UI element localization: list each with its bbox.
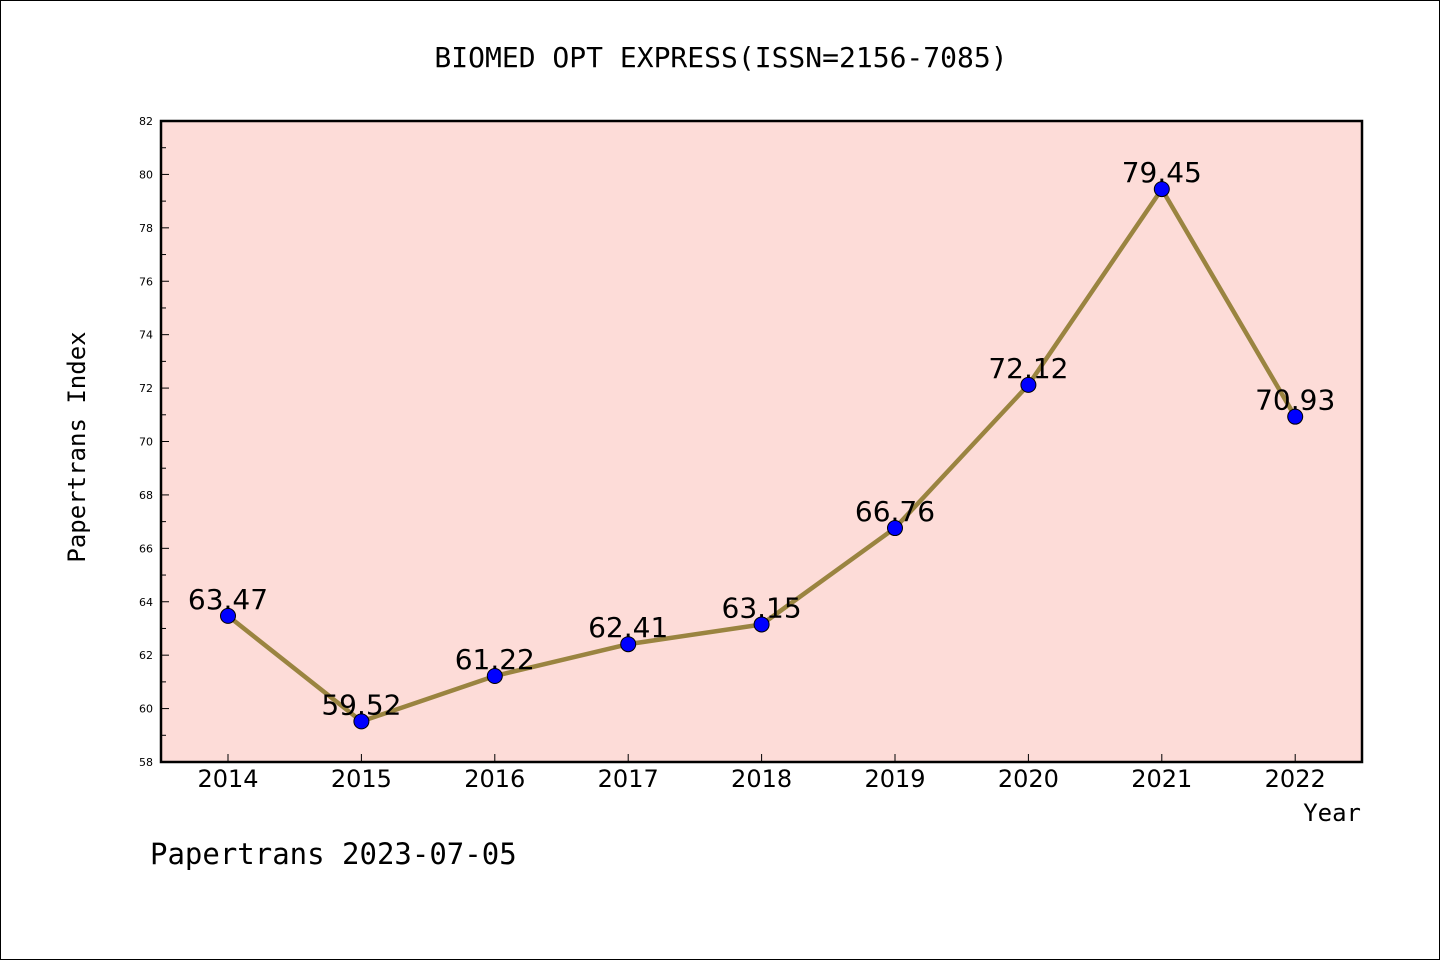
- x-tick-label: 2017: [598, 765, 659, 793]
- data-label: 61.22: [455, 643, 535, 676]
- x-tick-label: 2015: [331, 765, 392, 793]
- data-point: [1153, 181, 1170, 198]
- y-tick-label: 72: [139, 382, 153, 395]
- y-tick-label: 64: [139, 596, 153, 609]
- y-tick-label: 80: [139, 168, 153, 181]
- data-label: 79.45: [1122, 156, 1202, 189]
- x-tick-label: 2021: [1131, 765, 1192, 793]
- y-tick-label: 60: [139, 703, 153, 716]
- x-axis: 2014 2015 2016 2017 2018 2019 2020 2021 2022: [197, 754, 1326, 793]
- y-tick-label: 70: [139, 436, 153, 449]
- plot-area: [159, 119, 1364, 764]
- data-label: 72.12: [988, 352, 1068, 385]
- data-point: [753, 616, 770, 633]
- y-tick-label: 62: [139, 649, 153, 662]
- y-tick-label: 82: [139, 115, 153, 128]
- data-point: [620, 636, 637, 653]
- footer-note: Papertrans 2023-07-05: [150, 837, 517, 871]
- data-point: [220, 607, 236, 624]
- data-label: 70.93: [1255, 384, 1335, 417]
- data-point: [486, 667, 503, 684]
- x-axis-label: Year: [1303, 799, 1361, 827]
- y-tick-label: 76: [139, 275, 153, 288]
- data-label: 62.41: [588, 611, 668, 644]
- chart-title: BIOMED OPT EXPRESS(ISSN=2156-7085): [434, 41, 1007, 74]
- x-tick-label: 2020: [998, 765, 1059, 793]
- data-point: [1020, 376, 1037, 393]
- y-axis-label: Papertrans Index: [63, 331, 91, 562]
- data-point: [353, 713, 370, 730]
- series-markers: [220, 181, 1304, 730]
- data-label: 66.76: [855, 495, 935, 528]
- data-label: 63.47: [188, 583, 268, 616]
- y-tick-label: 58: [139, 756, 153, 769]
- x-tick-label: 2014: [197, 765, 258, 793]
- y-tick-label: 78: [139, 222, 153, 235]
- data-point: [1287, 408, 1304, 425]
- x-tick-label: 2016: [464, 765, 525, 793]
- x-tick-label: 2022: [1265, 765, 1326, 793]
- data-label: 63.15: [722, 591, 802, 624]
- data-label: 59.52: [321, 688, 401, 721]
- x-tick-label: 2019: [864, 765, 925, 793]
- y-tick-label: 68: [139, 489, 153, 502]
- x-tick-label: 2018: [731, 765, 792, 793]
- data-labels: 63.47 59.52 61.22 62.41 63.15 66.76 72.12 79.45…: [188, 156, 1335, 721]
- data-point: [887, 520, 903, 537]
- y-tick-label: 74: [139, 329, 153, 342]
- y-tick-label: 66: [139, 542, 153, 555]
- y-axis: 58 60 62 64 66 68 70 72 74 76 78 80 82: [139, 115, 169, 769]
